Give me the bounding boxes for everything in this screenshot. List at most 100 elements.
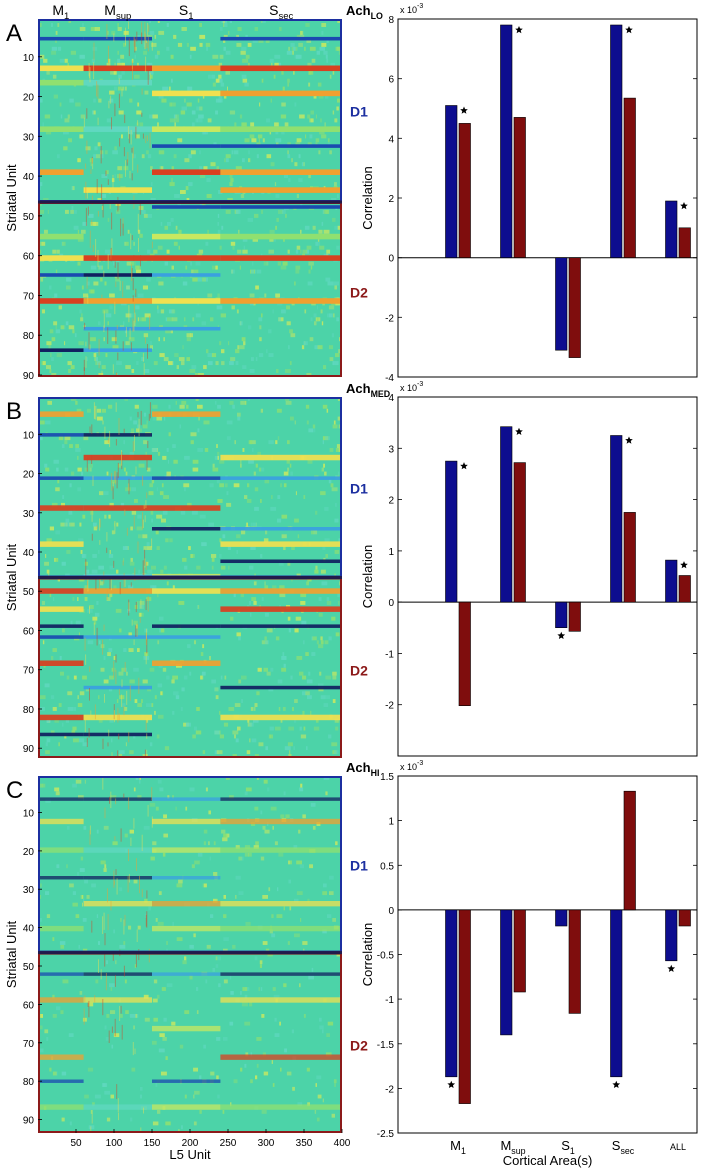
heatmap-speckle bbox=[315, 241, 321, 246]
heatmap-speckle bbox=[217, 293, 220, 298]
heatmap-speckle bbox=[306, 373, 312, 377]
heatmap-speckle bbox=[338, 601, 340, 605]
heatmap-stripe bbox=[83, 588, 152, 594]
heatmap-speckle bbox=[268, 353, 274, 358]
heatmap-speckle bbox=[69, 483, 72, 488]
heatmap-speckle bbox=[261, 640, 268, 645]
heatmap-speckle bbox=[248, 601, 251, 605]
heatmap-speckle bbox=[250, 707, 254, 711]
heatmap-speckle bbox=[157, 309, 160, 314]
heatmap-texture bbox=[131, 60, 133, 69]
heatmap-speckle bbox=[313, 94, 317, 99]
heatmap-speckle bbox=[99, 265, 102, 270]
heatmap-speckle bbox=[336, 106, 339, 111]
heatmap-speckle bbox=[178, 357, 185, 362]
heatmap-speckle bbox=[242, 158, 245, 163]
heatmap-speckle bbox=[71, 186, 73, 191]
heatmap-speckle bbox=[130, 526, 133, 531]
heatmap-stripe bbox=[38, 1079, 84, 1083]
heatmap-speckle bbox=[224, 94, 227, 99]
heatmap-speckle bbox=[300, 734, 307, 739]
heatmap-speckle bbox=[319, 671, 322, 676]
heatmap-speckle bbox=[149, 345, 153, 350]
heatmap-speckle bbox=[98, 695, 100, 700]
heatmap-speckle bbox=[150, 182, 153, 187]
heatmap-stripe bbox=[83, 505, 152, 511]
heatmap-speckle bbox=[44, 114, 51, 119]
heatmap-speckle bbox=[167, 795, 170, 800]
heatmap-texture bbox=[130, 233, 132, 250]
heatmap-texture bbox=[96, 81, 98, 97]
heatmap-speckle bbox=[274, 54, 281, 59]
heatmap-speckle bbox=[73, 738, 79, 743]
heatmap-speckle bbox=[264, 479, 270, 484]
heatmap-texture bbox=[143, 566, 145, 580]
heatmap-speckle bbox=[205, 241, 209, 246]
heatmap-speckle bbox=[195, 313, 201, 318]
heatmap-speckle bbox=[288, 879, 292, 884]
heatmap-speckle bbox=[249, 369, 255, 373]
heatmap-speckle bbox=[303, 341, 308, 346]
heatmap-speckle bbox=[90, 265, 97, 270]
heatmap-speckle bbox=[149, 742, 153, 747]
heatmap-texture bbox=[128, 602, 130, 612]
heatmap-speckle bbox=[334, 518, 339, 523]
heatmap-speckle bbox=[107, 321, 109, 326]
heatmap-speckle bbox=[130, 557, 133, 562]
heatmap-texture bbox=[134, 314, 136, 323]
heatmap-speckle bbox=[142, 679, 148, 684]
heatmap-speckle bbox=[283, 906, 285, 911]
heatmap-stripe bbox=[38, 65, 84, 72]
heatmap-texture bbox=[102, 776, 104, 790]
heatmap-speckle bbox=[238, 679, 242, 684]
bar-d2 bbox=[458, 123, 471, 259]
heatmap-speckle bbox=[301, 345, 305, 350]
heatmap-speckle bbox=[89, 510, 94, 515]
heatmap-speckle bbox=[161, 166, 164, 171]
heatmap-speckle bbox=[300, 30, 303, 35]
heatmap-speckle bbox=[252, 38, 258, 43]
heatmap-speckle bbox=[57, 46, 62, 51]
heatmap-stripe bbox=[83, 714, 152, 721]
heatmap-speckle bbox=[240, 856, 244, 861]
heatmap-speckle bbox=[313, 530, 318, 535]
heatmap-speckle bbox=[77, 158, 81, 163]
heatmap-speckle bbox=[210, 317, 214, 322]
heatmap-speckle bbox=[223, 833, 228, 838]
heatmap-texture bbox=[105, 973, 107, 991]
heatmap-speckle bbox=[306, 249, 309, 254]
heatmap-speckle bbox=[214, 730, 220, 735]
heatmap-texture bbox=[132, 441, 134, 453]
heatmap-speckle bbox=[125, 341, 130, 346]
heatmap-stripe bbox=[83, 797, 152, 801]
heatmap-texture bbox=[124, 576, 126, 587]
heatmap-speckle bbox=[278, 209, 284, 214]
heatmap-texture bbox=[108, 100, 110, 109]
heatmap-speckle bbox=[312, 825, 316, 830]
heatmap-speckle bbox=[209, 483, 214, 488]
heatmap-stripe bbox=[38, 732, 84, 737]
heatmap-speckle bbox=[284, 174, 289, 179]
heatmap-speckle bbox=[270, 806, 277, 811]
heatmap-stripe bbox=[38, 797, 84, 801]
heatmap-speckle bbox=[260, 987, 263, 991]
heatmap-speckle bbox=[264, 636, 267, 641]
heatmap-speckle bbox=[308, 975, 314, 980]
heatmap-speckle bbox=[197, 277, 202, 282]
heatmap-ylabel: Striatal Unit bbox=[4, 544, 19, 612]
heatmap-speckle bbox=[90, 289, 95, 294]
heatmap-speckle bbox=[160, 221, 163, 226]
heatmap-texture bbox=[83, 1008, 85, 1025]
heatmap-speckle bbox=[242, 237, 248, 242]
heatmap-speckle bbox=[303, 726, 306, 731]
heatmap-texture bbox=[107, 327, 109, 344]
heatmap-speckle bbox=[319, 130, 325, 135]
heatmap-speckle bbox=[332, 699, 336, 704]
heatmap-speckle bbox=[129, 679, 135, 684]
heatmap-speckle bbox=[213, 872, 218, 876]
heatmap-speckle bbox=[160, 569, 164, 574]
heatmap-texture bbox=[98, 959, 99, 973]
heatmap-speckle bbox=[205, 979, 208, 984]
heatmap-speckle bbox=[145, 451, 147, 456]
heatmap-speckle bbox=[322, 404, 328, 409]
